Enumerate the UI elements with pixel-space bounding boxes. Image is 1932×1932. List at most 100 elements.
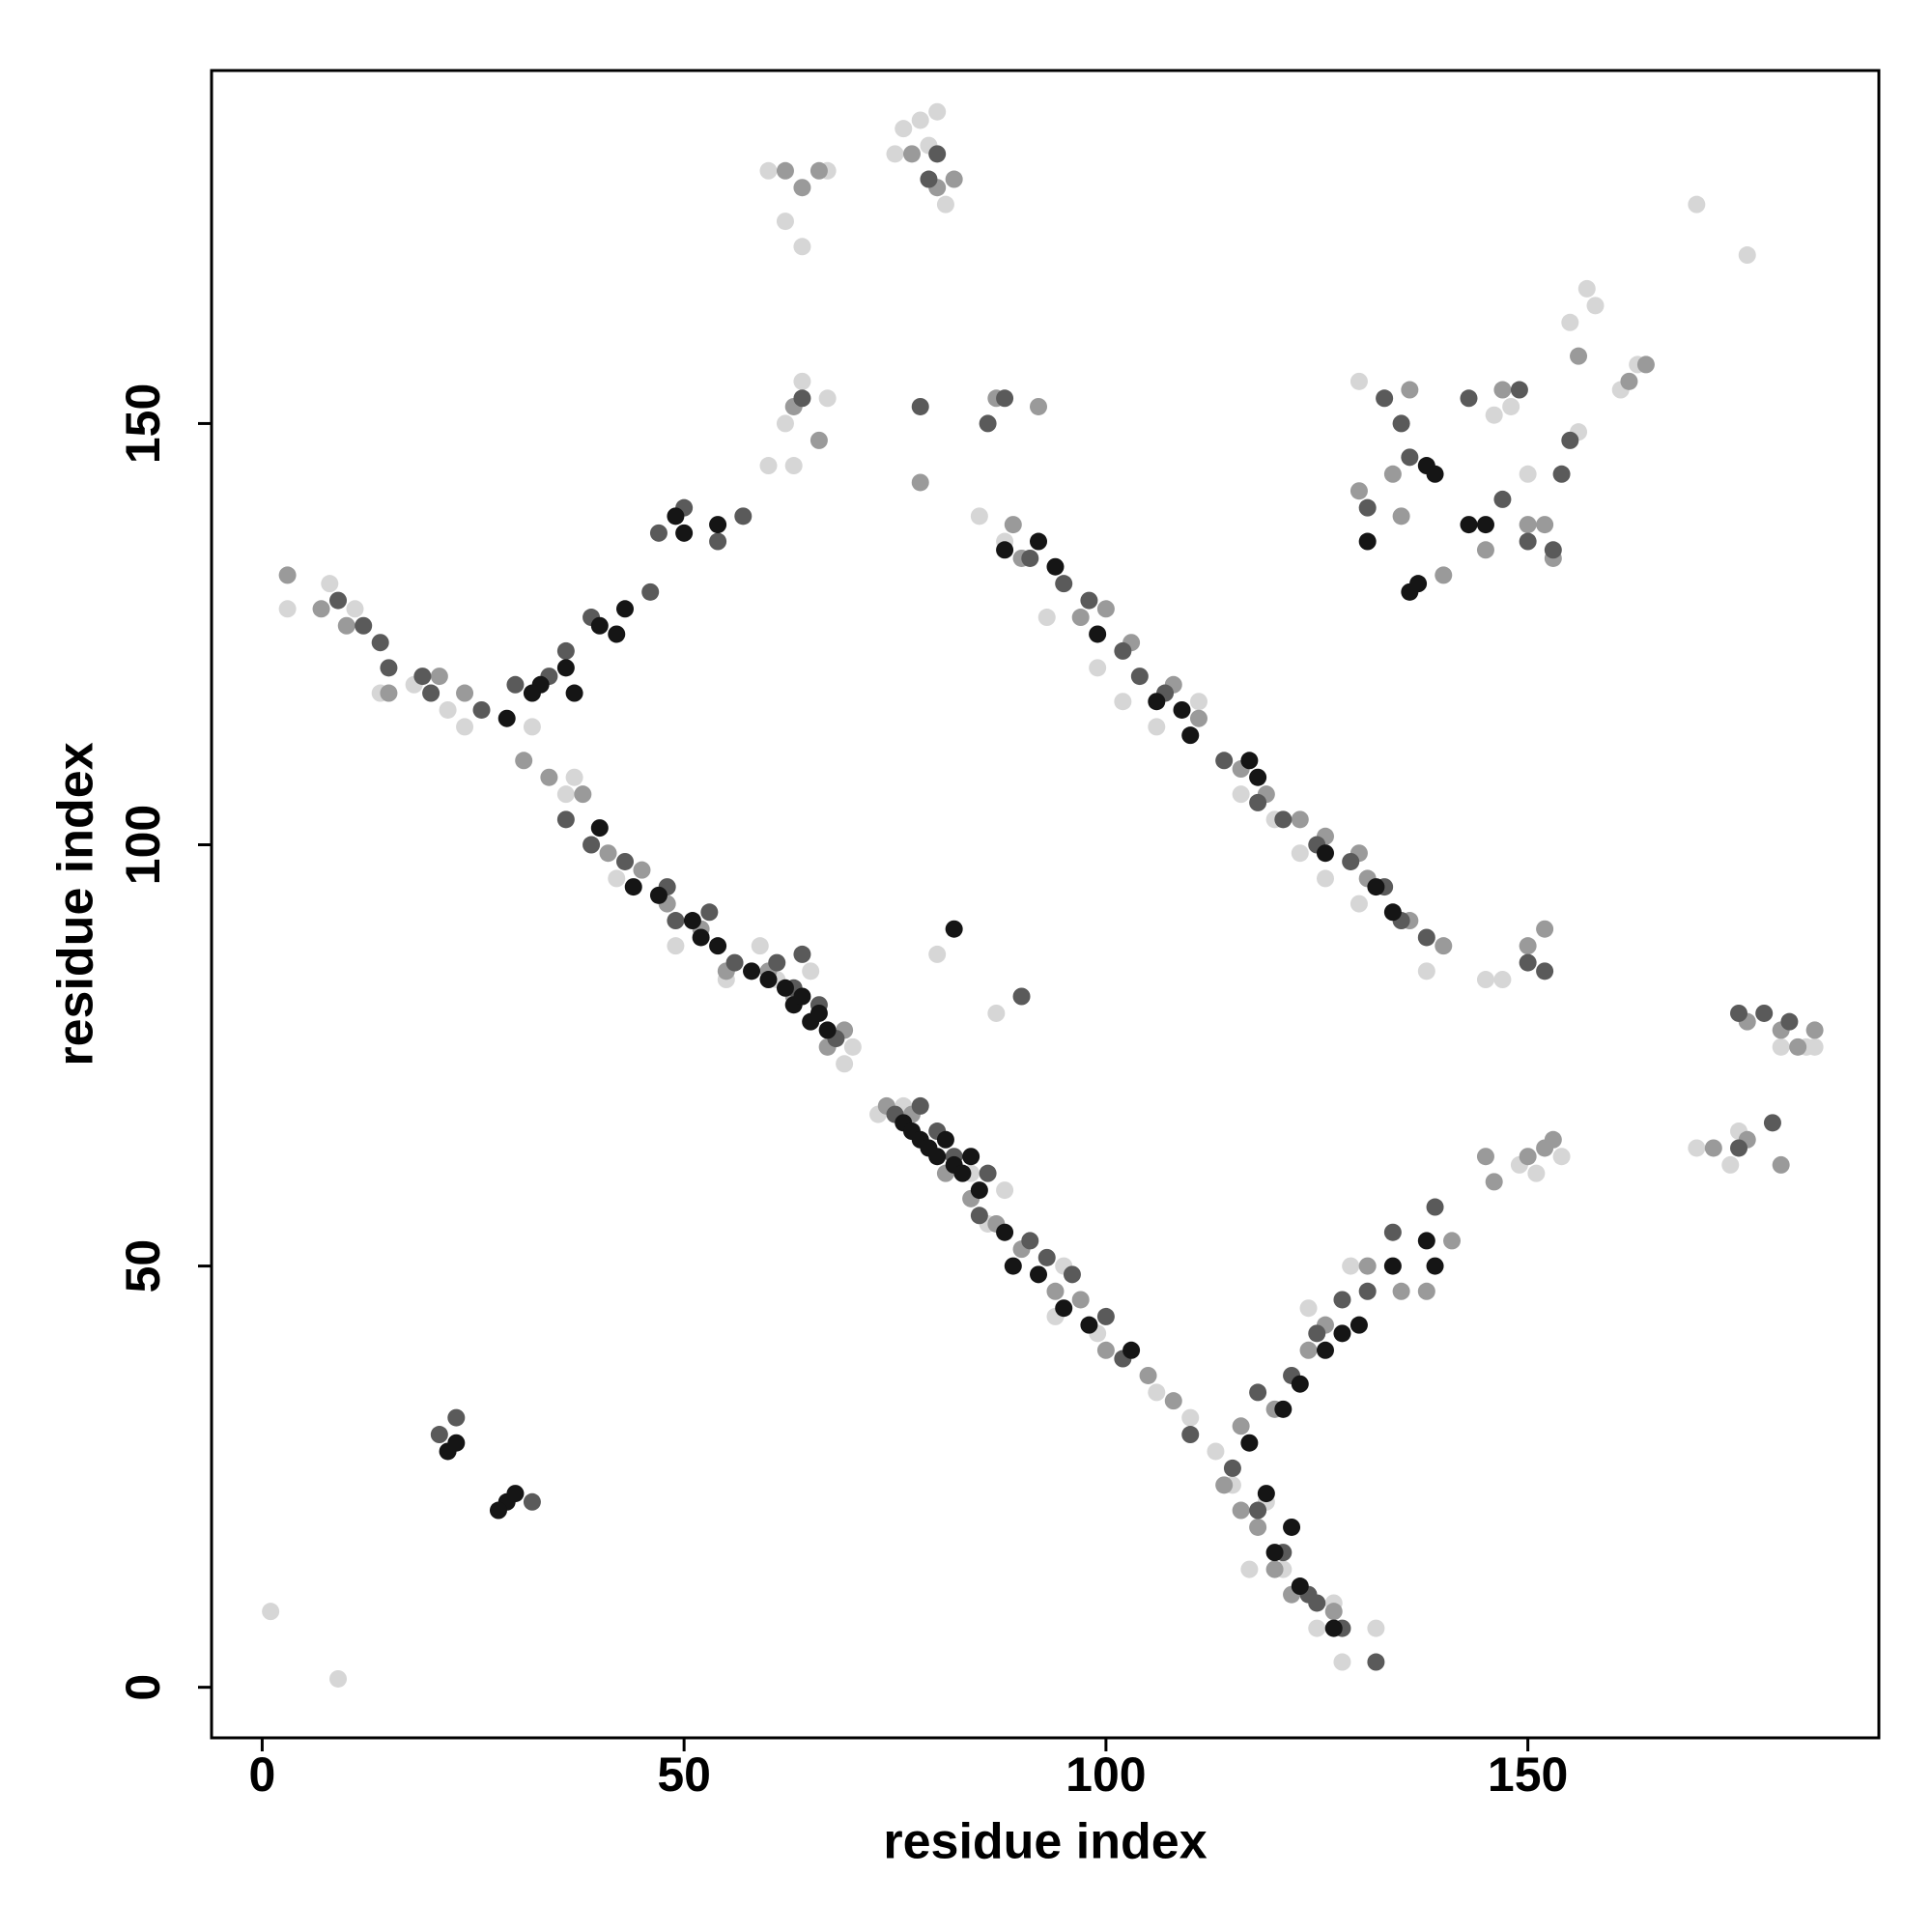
- point: [1324, 1619, 1343, 1637]
- point: [911, 473, 929, 492]
- point: [793, 238, 811, 256]
- point: [1316, 1341, 1334, 1359]
- point: [574, 785, 592, 804]
- point: [1688, 1139, 1706, 1157]
- point: [1620, 372, 1638, 390]
- point: [1148, 1383, 1166, 1402]
- point: [489, 1501, 507, 1520]
- point: [371, 634, 389, 652]
- point: [996, 1223, 1014, 1241]
- point: [709, 532, 727, 551]
- y-tick-label: 0: [116, 1674, 170, 1701]
- point: [506, 675, 525, 694]
- point: [1577, 279, 1596, 298]
- point: [970, 507, 988, 526]
- point: [608, 625, 626, 643]
- point: [456, 718, 474, 736]
- point: [1544, 1130, 1562, 1149]
- point: [700, 903, 719, 922]
- x-tick-label: 50: [657, 1747, 711, 1802]
- point: [472, 700, 491, 719]
- point: [1316, 844, 1334, 863]
- point: [945, 170, 963, 188]
- point: [920, 170, 938, 188]
- point: [793, 987, 811, 1006]
- point: [278, 600, 297, 618]
- point: [743, 962, 761, 980]
- point: [784, 457, 803, 475]
- point: [1004, 516, 1022, 534]
- point: [1519, 465, 1537, 483]
- x-tick-label: 150: [1488, 1747, 1568, 1802]
- point: [1401, 381, 1419, 399]
- point: [945, 920, 963, 938]
- point: [667, 507, 685, 526]
- point: [1089, 659, 1107, 677]
- point: [1367, 878, 1385, 896]
- point: [928, 145, 947, 163]
- point: [1207, 1442, 1225, 1461]
- point: [1215, 1476, 1234, 1494]
- point: [1383, 1257, 1402, 1275]
- point: [1426, 1257, 1444, 1275]
- point: [312, 600, 330, 618]
- point: [565, 768, 583, 786]
- point: [430, 668, 448, 686]
- point: [962, 1148, 980, 1166]
- point: [355, 616, 373, 635]
- point: [1096, 1341, 1115, 1359]
- x-axis-title: residue index: [883, 1814, 1207, 1870]
- point: [1350, 895, 1368, 913]
- point: [1232, 1417, 1250, 1435]
- point: [1274, 1400, 1293, 1418]
- point: [1181, 1426, 1200, 1444]
- point: [1780, 1012, 1799, 1031]
- point: [1148, 693, 1166, 711]
- point: [1215, 752, 1234, 770]
- point: [1265, 1544, 1284, 1562]
- point: [1148, 718, 1166, 736]
- point: [616, 852, 635, 870]
- point: [1249, 1518, 1267, 1536]
- point: [1358, 532, 1377, 551]
- point: [1376, 389, 1394, 408]
- point: [556, 810, 575, 829]
- point: [1071, 609, 1090, 627]
- point: [1265, 1560, 1284, 1578]
- point: [1570, 347, 1588, 365]
- point: [1493, 381, 1512, 399]
- point: [1519, 953, 1537, 972]
- point: [902, 145, 921, 163]
- point: [970, 1207, 988, 1225]
- point: [1274, 810, 1293, 829]
- point: [1417, 1232, 1435, 1250]
- point: [996, 1181, 1014, 1200]
- x-tick-label: 100: [1065, 1747, 1146, 1802]
- point: [346, 600, 364, 618]
- point: [1805, 1021, 1824, 1039]
- point: [1114, 693, 1132, 711]
- point: [1071, 1291, 1090, 1309]
- point: [456, 684, 474, 702]
- point: [1122, 1341, 1141, 1359]
- point: [649, 524, 668, 542]
- point: [818, 389, 837, 408]
- point: [1240, 1560, 1259, 1578]
- plot-frame: [210, 69, 1881, 1740]
- point: [1030, 397, 1048, 415]
- point: [1721, 1155, 1740, 1174]
- point: [1460, 389, 1478, 408]
- point: [1493, 971, 1512, 989]
- point: [895, 120, 913, 138]
- point: [1417, 962, 1435, 980]
- point: [996, 541, 1014, 559]
- point: [556, 659, 575, 677]
- point: [1401, 448, 1419, 467]
- y-tick-label: 150: [116, 384, 170, 464]
- point: [1240, 752, 1259, 770]
- point: [776, 213, 794, 231]
- point: [768, 953, 786, 972]
- point: [793, 389, 811, 408]
- point: [675, 524, 694, 542]
